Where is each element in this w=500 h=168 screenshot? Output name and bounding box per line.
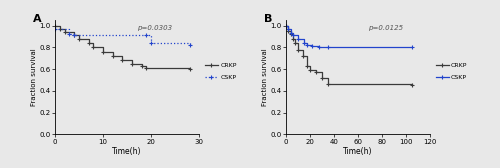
Text: B: B [264, 14, 272, 25]
X-axis label: Time(h): Time(h) [112, 147, 142, 156]
Text: p=0.0303: p=0.0303 [137, 25, 172, 31]
Y-axis label: Fraction survival: Fraction survival [262, 48, 268, 106]
Legend: CRKP, CSKP: CRKP, CSKP [436, 63, 468, 80]
Text: p=0.0125: p=0.0125 [368, 25, 403, 31]
X-axis label: Time(h): Time(h) [343, 147, 372, 156]
Legend: CRKP, CSKP: CRKP, CSKP [205, 63, 236, 80]
Y-axis label: Fraction survival: Fraction survival [31, 48, 37, 106]
Text: A: A [34, 14, 42, 25]
